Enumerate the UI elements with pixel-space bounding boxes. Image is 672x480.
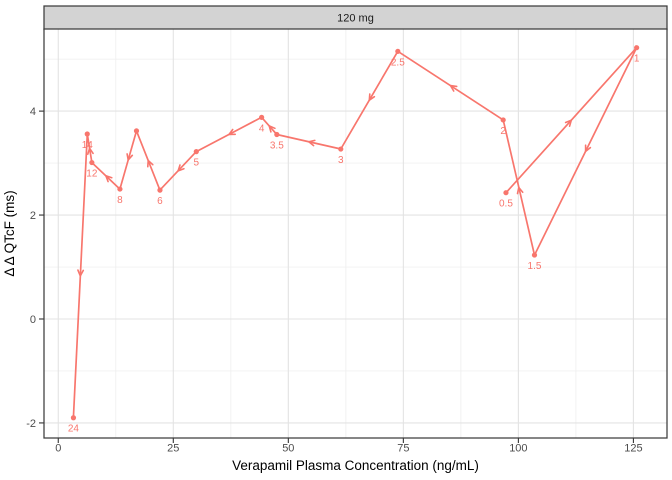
plot-panel [44,29,667,438]
data-point [193,149,199,155]
x-tick-label: 75 [397,443,409,455]
arrow-marker [228,128,236,136]
arrow-marker [268,125,276,133]
arrow-marker [177,164,185,172]
data-point-label: 8 [117,195,123,206]
data-point [634,45,640,51]
data-point [157,187,163,193]
arrow-marker [87,147,94,155]
x-tick-label: 125 [624,443,642,455]
arrow-marker [584,144,592,153]
arrow-marker [77,269,85,277]
data-point-label: 14 [82,140,94,151]
data-point-label: 4 [259,123,265,134]
x-axis-title: Verapamil Plasma Concentration (ng/mL) [232,458,479,473]
x-tick-label: 100 [509,443,527,455]
x-tick-label: 25 [167,443,179,455]
data-point [117,186,123,192]
data-point-label: 1 [634,54,640,65]
panel-background [44,29,667,438]
data-point-label: 2.5 [391,57,405,68]
x-tick-label: 50 [282,443,294,455]
data-point-label: 24 [68,424,80,435]
data-point-label: 3.5 [270,140,284,151]
y-tick-label: 0 [30,314,36,326]
data-point [395,48,401,54]
data-point [259,114,265,120]
y-tick-label: 4 [30,106,36,118]
data-point [531,252,538,258]
panel-border [43,28,668,439]
arrow-marker [126,153,134,161]
data-point-label: 2 [500,126,506,137]
arrow-marker [147,159,154,168]
data-point-label: 0.5 [499,199,513,210]
data-point [84,131,90,137]
data-point-label: 1.5 [528,261,542,272]
y-tick-label: -2 [26,418,36,430]
y-axis-title: Δ Δ QTcF (ms) [2,190,17,276]
data-point [338,146,344,152]
data-point [500,117,506,123]
series-layer: 0.5 1 1.5 2 2.5 3 3.5 4 5 6 8 12 14 24 [68,45,640,435]
data-point-label: 3 [338,155,344,166]
arrow-marker [516,186,524,195]
data-point [274,131,280,138]
data-point [133,128,140,134]
arrow-marker [105,175,113,183]
data-point [70,415,77,421]
arrow-marker [564,119,573,127]
arrow-marker [308,139,316,147]
arrow-marker [449,84,458,92]
data-point-label: 12 [86,169,98,180]
x-tick-label: 0 [55,443,61,455]
data-point [503,190,509,196]
data-point-label: 5 [194,158,200,169]
arrow-marker [368,93,376,101]
data-point [89,159,95,166]
y-tick-label: 2 [30,210,36,222]
panel-border-rect [43,28,668,439]
data-point-label: 6 [157,196,163,207]
facet-strip-label: 120 mg [337,12,374,24]
